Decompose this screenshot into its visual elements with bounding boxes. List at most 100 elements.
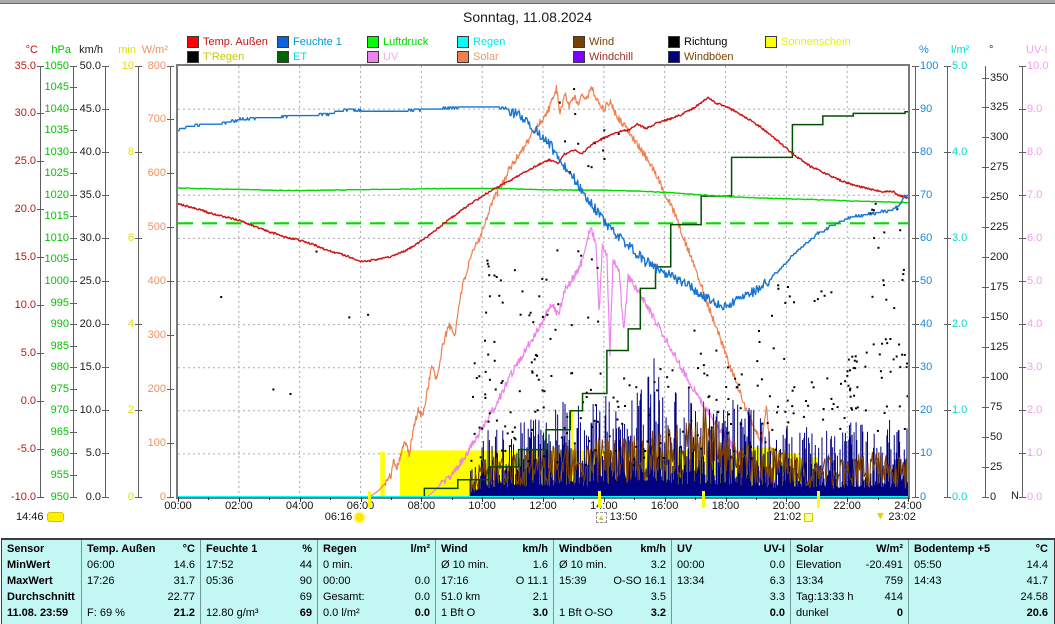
axis-tick-label: 5.0 <box>20 346 36 359</box>
table-cell-feuchte-1-maxwert: 05:36 90 <box>206 573 312 589</box>
axis-tick-label: 30.0 <box>79 231 101 244</box>
axis-tick <box>912 453 919 455</box>
table-column-header: Bodentemp +5 °C <box>914 541 1048 557</box>
axis-tick-label: 40.0 <box>79 145 101 158</box>
x-axis-tick <box>238 497 240 502</box>
column-name: UV <box>677 543 693 555</box>
axis-tick-label: 2.0 <box>1027 404 1043 417</box>
cell-label: 14:43 <box>914 575 942 587</box>
table-cell-windb-en-durchschnitt: 3.5 <box>559 589 666 605</box>
axis-tick <box>70 194 77 196</box>
event-time-tick <box>702 491 706 508</box>
cell-value: 3.2 <box>650 559 666 571</box>
axis-tick <box>912 151 919 153</box>
cell-value: 0.0 <box>769 559 785 571</box>
axis-header-w-m: W/m² <box>141 44 168 56</box>
axis-tick-label: 25.0 <box>14 155 36 168</box>
column-unit: °C <box>182 543 195 555</box>
axis-tick <box>70 496 77 498</box>
cell-label: 13:34 <box>796 575 824 587</box>
legend-item-label: Feuchte 1 <box>293 36 342 48</box>
axis-tick-label: 100 <box>990 370 1009 383</box>
axis-tick-label: 1015 <box>44 210 69 223</box>
axis-tick <box>982 167 989 169</box>
x-axis-tick <box>603 497 605 502</box>
cell-label: 0 min. <box>323 559 353 571</box>
axis-tick <box>70 410 77 412</box>
table-row-label: 11.08. 23:59 <box>7 607 69 619</box>
feuchte-1-color-swatch-icon <box>277 36 289 48</box>
axis-tick <box>102 453 109 455</box>
event-time-tick <box>367 491 371 508</box>
axis-line-c <box>40 66 41 497</box>
axis-tick-label: 1025 <box>44 167 69 180</box>
cell-value: 0.0 <box>769 607 785 619</box>
axis-tick-label: 25 <box>990 460 1003 473</box>
axis-tick <box>70 237 77 239</box>
column-name: Temp. Außen <box>87 543 156 555</box>
x-axis-label: 06:00 <box>346 500 375 512</box>
axis-tick <box>167 442 174 444</box>
cell-value: 44 <box>299 559 312 571</box>
table-cell-solar-maxwert: 13:34 759 <box>796 573 903 589</box>
temp-au-en-color-swatch-icon <box>187 36 199 48</box>
axis-tick <box>102 151 109 153</box>
legend-item-label: Wind <box>589 36 615 48</box>
cell-value: O-SO 16.1 <box>613 575 666 587</box>
axis-tick-label: 20 <box>920 404 933 417</box>
windchill-color-swatch-icon <box>573 51 585 63</box>
legend-item-label: Luftdruck <box>383 36 429 48</box>
legend-item-luftdruck: Luftdruck <box>367 36 428 48</box>
cell-value: 69 <box>299 591 312 603</box>
square-icon <box>804 512 814 522</box>
axis-tick-label: 1010 <box>44 231 69 244</box>
axis-tick-label: 985 <box>50 339 69 352</box>
axis-tick <box>1019 151 1026 153</box>
axis-tick <box>944 324 951 326</box>
event-time-tick <box>597 491 601 508</box>
x-axis-tick <box>421 497 423 502</box>
axis-tick-label: 35.0 <box>14 59 36 72</box>
axis-tick-label: 1020 <box>44 188 69 201</box>
axis-tick <box>912 410 919 412</box>
axis-tick-label: 1035 <box>44 124 69 137</box>
axis-tick <box>135 410 142 412</box>
axis-tick-label: 1.0 <box>952 404 968 417</box>
axis-tick <box>37 304 44 306</box>
cell-label: F: 69 % <box>87 607 125 619</box>
axis-tick-label: 8 <box>127 145 134 158</box>
legend-item-label: Windböen <box>684 51 734 63</box>
cell-label: 15:39 <box>559 575 587 587</box>
axis-tick <box>37 113 44 115</box>
axis-tick <box>70 259 77 261</box>
axis-line-l-m <box>947 66 948 497</box>
axis-tick <box>1019 237 1026 239</box>
axis-tick <box>37 352 44 354</box>
table-cell-uv-durchschnitt: 3.3 <box>677 589 785 605</box>
axis-tick <box>982 107 989 109</box>
axis-tick-label: 350 <box>990 71 1009 84</box>
legend-item-t-regen: T'Regen <box>187 51 244 63</box>
table-cell-feuchte-1-11-08-23-59: 12.80 g/m³ 69 <box>206 605 312 621</box>
x-axis-tick <box>725 497 727 502</box>
axis-tick-label: 20.0 <box>14 203 36 216</box>
axis-tick <box>912 367 919 369</box>
table-column-header: Windböen km/h <box>559 541 666 557</box>
axis-tick-label: 10 <box>121 59 134 72</box>
column-unit: UV-I <box>763 543 785 555</box>
axis-tick <box>135 324 142 326</box>
table-column-row-labels: Sensor MinWert MaxWert Durchschnitt 11.08. 2… <box>2 540 81 624</box>
axis-tick <box>982 376 989 378</box>
cell-label: Ø 10 min. <box>559 559 607 571</box>
axis-tick <box>37 161 44 163</box>
x-axis-label: 24:00 <box>894 500 922 512</box>
axis-tick <box>1019 496 1026 498</box>
axis-tick <box>102 410 109 412</box>
axis-tick-label: 1000 <box>44 275 69 287</box>
table-cell-bodentemp-5-11-08-23-59: 20.6 <box>914 605 1048 621</box>
x-axis-tick <box>634 497 636 500</box>
x-axis-label: 10:00 <box>468 500 496 512</box>
column-name: Bodentemp +5 <box>914 543 991 555</box>
cell-value: 24.58 <box>1020 591 1048 603</box>
